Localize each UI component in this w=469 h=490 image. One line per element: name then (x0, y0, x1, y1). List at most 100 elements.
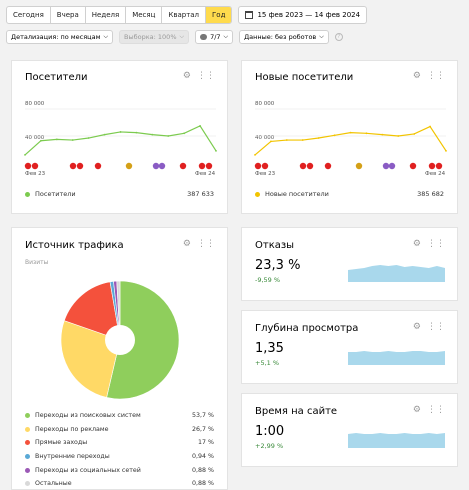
gear-icon[interactable]: ⚙ (412, 239, 421, 249)
period-button[interactable]: Неделя (86, 7, 127, 23)
gear-icon[interactable]: ⚙ (412, 71, 421, 81)
annotation-marker[interactable] (324, 162, 332, 170)
data-point (413, 133, 416, 135)
annotation-marker[interactable] (261, 162, 269, 170)
legend-dot (25, 440, 30, 446)
annotation-marker[interactable] (409, 162, 417, 170)
date-range-button[interactable]: 15 фев 2023 — 14 фев 2024 (238, 6, 368, 24)
goals-label: 7/7 (210, 33, 221, 41)
series-line (254, 125, 447, 156)
traffic-source-card: Источник трафика ⚙ ⋮⋮ Визиты Переходы из… (11, 227, 228, 490)
metric-card: Отказы ⚙ ⋮⋮ 23,3 % -9,59 % (241, 227, 458, 301)
drag-handle-icon[interactable]: ⋮⋮ (427, 405, 445, 415)
data-point (199, 124, 201, 127)
drag-handle-icon[interactable]: ⋮⋮ (197, 239, 215, 249)
legend-value: 0,88 % (191, 480, 214, 488)
annotation-marker[interactable] (382, 162, 390, 170)
traffic-legend: Переходы из поисковых систем 53,7 % Перехо… (25, 409, 214, 490)
drag-handle-icon[interactable]: ⋮⋮ (197, 71, 215, 81)
pie-slice[interactable] (63, 281, 121, 341)
period-button[interactable]: Месяц (126, 7, 163, 23)
drag-handle-icon[interactable]: ⋮⋮ (427, 71, 445, 81)
period-button[interactable]: Год (206, 7, 232, 23)
legend-label: Переходы по рекламе (35, 425, 109, 433)
legend-value: 26,7 % (191, 425, 214, 433)
detail-dropdown[interactable]: Детализация: по месяцам ⌵ (6, 30, 114, 44)
filter-row: Детализация: по месяцам ⌵ Выборка: 100% … (6, 30, 343, 44)
legend-value: 0,88 % (191, 466, 214, 474)
annotation-marker[interactable] (435, 162, 443, 170)
legend-label: Переходы из социальных сетей (35, 466, 141, 474)
drag-handle-icon[interactable]: ⋮⋮ (427, 239, 445, 249)
annotation-marker[interactable] (428, 162, 436, 170)
annotation-marker[interactable] (179, 162, 187, 170)
legend-label: Новые посетители (265, 190, 329, 198)
legend-row: Переходы из социальных сетей 0,88 % (25, 463, 214, 477)
legend-row: Переходы из поисковых систем 53,7 % (25, 409, 214, 423)
annotation-marker[interactable] (24, 162, 32, 170)
legend-value: 17 % (198, 439, 214, 447)
period-button[interactable]: Сегодня (7, 7, 51, 23)
annotation-marker[interactable] (306, 162, 314, 170)
metric-sparkline (348, 433, 445, 448)
x-tick-start: Фев 23 (255, 171, 276, 177)
gear-icon[interactable]: ⚙ (412, 322, 421, 332)
data-point (445, 149, 447, 152)
annotation-marker[interactable] (125, 162, 133, 170)
data-point (365, 132, 368, 135)
card-subtitle: Визиты (25, 259, 49, 266)
gear-icon[interactable]: ⚙ (182, 71, 191, 81)
legend-label: Посетители (35, 190, 76, 198)
annotation-marker[interactable] (254, 162, 262, 170)
annotation-marker[interactable] (152, 162, 160, 170)
data-point (285, 139, 288, 141)
sparkline-area (348, 433, 445, 448)
annotation-marker[interactable] (31, 162, 39, 170)
data-point (270, 140, 272, 143)
annotation-marker[interactable] (94, 162, 102, 170)
annotation-marker[interactable] (76, 162, 84, 170)
legend-row: Посетители 387 633 (25, 190, 214, 198)
new-visitors-card: Новые посетители ⚙ ⋮⋮ 80 000 40 000 Фев … (241, 60, 458, 214)
legend-dot (255, 191, 260, 197)
data-point (135, 131, 138, 134)
goals-dropdown[interactable]: 7/7 ⌵ (195, 30, 234, 44)
data-point (301, 139, 304, 141)
metric-sparkline (348, 351, 445, 365)
period-button[interactable]: Вчера (51, 7, 86, 23)
sample-dropdown[interactable]: Выборка: 100% ⌵ (119, 30, 190, 44)
x-tick-end: Фев 24 (425, 171, 446, 177)
annotation-marker[interactable] (158, 162, 166, 170)
legend-row: Остальные 0,88 % (25, 477, 214, 490)
drag-handle-icon[interactable]: ⋮⋮ (427, 322, 445, 332)
metric-change: -9,59 % (255, 276, 281, 284)
annotation-marker[interactable] (388, 162, 396, 170)
annotation-marker[interactable] (355, 162, 363, 170)
pie-slice[interactable] (106, 280, 180, 400)
annotation-marker[interactable] (205, 162, 213, 170)
metric-card: Время на сайте ⚙ ⋮⋮ 1:00 +2,99 % (241, 393, 458, 467)
chevron-down-icon: ⌵ (223, 33, 229, 40)
new-visitors-line-chart (254, 108, 447, 170)
gear-icon[interactable]: ⚙ (412, 405, 421, 415)
gear-icon[interactable]: ⚙ (182, 239, 191, 249)
annotation-marker[interactable] (198, 162, 206, 170)
series-line (24, 125, 217, 156)
legend-dot (25, 454, 30, 460)
card-title: Посетители (25, 72, 88, 83)
annotation-marker[interactable] (69, 162, 77, 170)
x-tick-start: Фев 23 (25, 171, 46, 177)
metric-change: +5,1 % (255, 359, 280, 367)
data-dropdown[interactable]: Данные: без роботов ⌵ (239, 30, 329, 44)
legend-value: 0,94 % (191, 453, 214, 461)
metric-value: 1,35 (255, 341, 284, 356)
legend-value: 385 682 (417, 190, 444, 198)
annotation-marker[interactable] (299, 162, 307, 170)
legend-value: 53,7 % (191, 412, 214, 420)
traffic-pie-chart (60, 280, 180, 400)
info-icon[interactable]: ? (334, 33, 343, 41)
data-point (119, 131, 122, 133)
legend-dot (25, 191, 30, 197)
data-point (40, 139, 42, 142)
period-button[interactable]: Квартал (162, 7, 207, 23)
